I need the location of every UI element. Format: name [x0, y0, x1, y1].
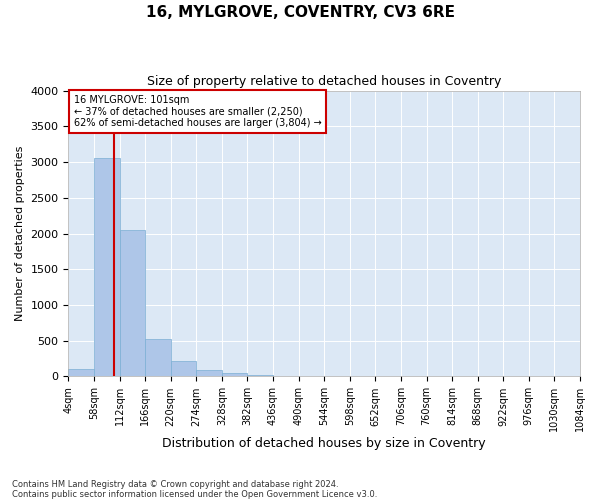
Bar [222, 373, 247, 376]
Bar [68, 370, 94, 376]
Y-axis label: Number of detached properties: Number of detached properties [15, 146, 25, 321]
Text: 16 MYLGROVE: 101sqm
← 37% of detached houses are smaller (2,250)
62% of semi-det: 16 MYLGROVE: 101sqm ← 37% of detached ho… [74, 95, 321, 128]
Bar [119, 230, 145, 376]
X-axis label: Distribution of detached houses by size in Coventry: Distribution of detached houses by size … [163, 437, 486, 450]
Bar [145, 338, 171, 376]
Bar [171, 360, 196, 376]
Text: 16, MYLGROVE, COVENTRY, CV3 6RE: 16, MYLGROVE, COVENTRY, CV3 6RE [146, 5, 455, 20]
Bar [94, 158, 119, 376]
Bar [196, 370, 222, 376]
Title: Size of property relative to detached houses in Coventry: Size of property relative to detached ho… [147, 75, 502, 88]
Text: Contains HM Land Registry data © Crown copyright and database right 2024.
Contai: Contains HM Land Registry data © Crown c… [12, 480, 377, 499]
